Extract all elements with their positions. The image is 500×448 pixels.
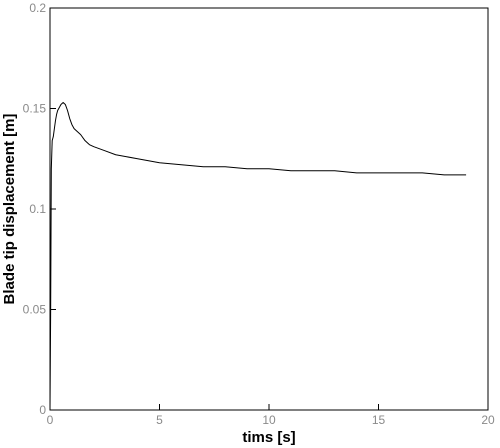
y-tick-label: 0.15 xyxy=(23,102,47,116)
x-tick-label: 15 xyxy=(372,413,386,427)
x-axis-label: tims [s] xyxy=(242,429,295,446)
x-tick-label: 5 xyxy=(156,413,163,427)
x-tick-label: 20 xyxy=(481,413,495,427)
x-tick-label: 10 xyxy=(262,413,276,427)
series-line xyxy=(49,101,467,411)
y-axis-label: Blade tip displacement [m] xyxy=(1,114,18,305)
series-group xyxy=(49,101,467,411)
plot-frame xyxy=(49,7,489,411)
y-tick-label: 0.1 xyxy=(29,202,46,216)
y-tick-label: 0.2 xyxy=(29,1,46,15)
y-tick-label: 0 xyxy=(39,403,46,417)
y-tick-label: 0.05 xyxy=(23,303,47,317)
x-tick-label: 0 xyxy=(47,413,54,427)
axis-ticks: 0 5 10 15 20 0 0.05 0.1 0.15 0.2 xyxy=(23,1,495,427)
